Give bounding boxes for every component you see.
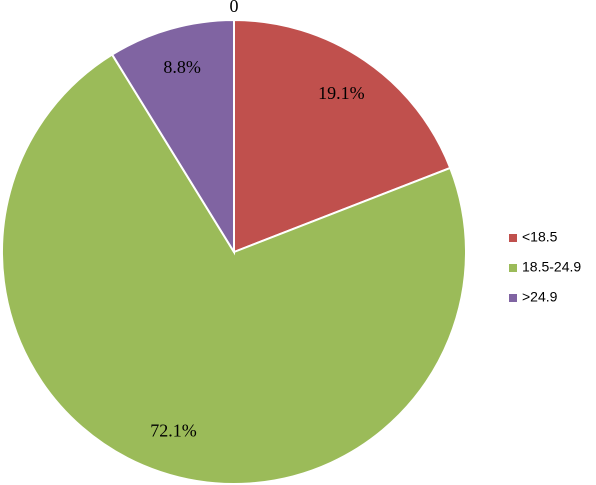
pie-slice — [233, 18, 452, 254]
legend-swatch — [509, 264, 517, 272]
legend-label: >24.9 — [522, 289, 558, 305]
pie-slice — [110, 18, 235, 256]
pie-slice — [1, 53, 467, 485]
annotation: 0 — [230, 0, 239, 16]
value-label: 72.1% — [150, 420, 197, 440]
legend-swatch — [509, 294, 517, 302]
legend-label: <18.5 — [522, 229, 558, 245]
value-label: 8.8% — [163, 57, 201, 77]
legend-label: 18.5-24.9 — [522, 259, 581, 275]
legend-swatch — [509, 234, 517, 242]
value-label: 19.1% — [318, 83, 365, 103]
